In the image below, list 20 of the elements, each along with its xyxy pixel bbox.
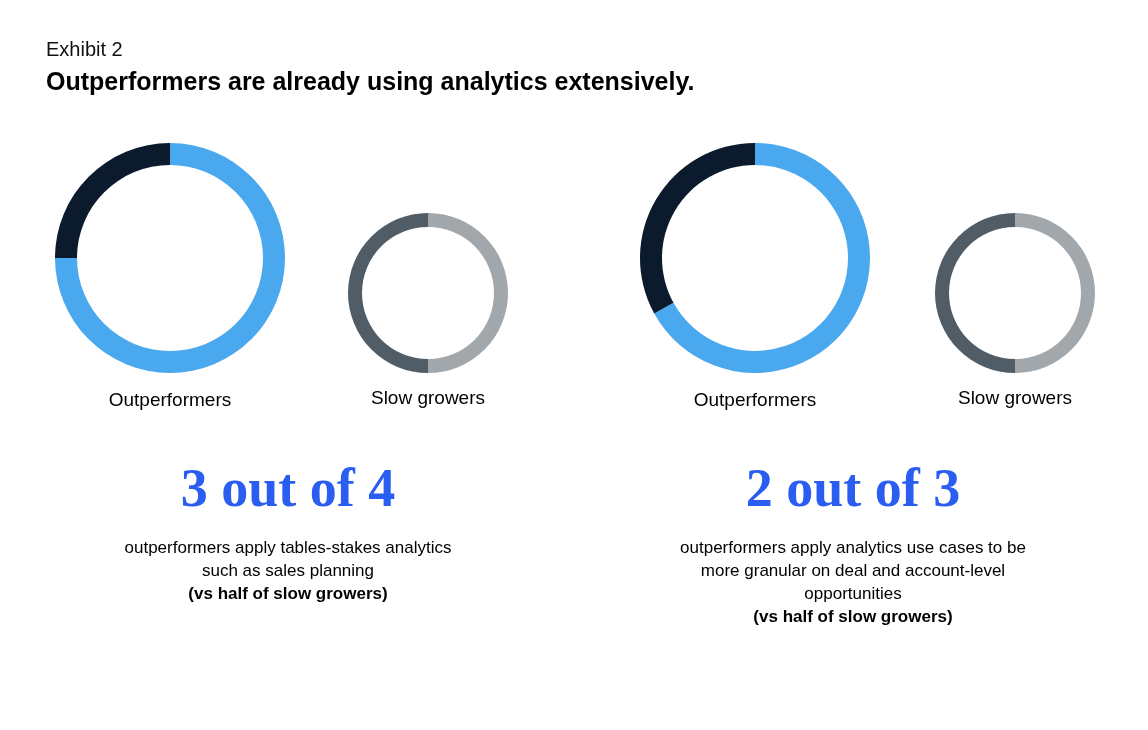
text: Outperformers [108,389,232,411]
text: Outperformers [693,389,817,411]
donut-slice [935,213,1015,373]
text: (vs half of slow growers) [187,583,389,605]
donut-slice [654,143,870,373]
donut-slice [428,213,508,373]
donut-slice [55,143,285,373]
text: Exhibit 2 [46,38,124,61]
text: Outperformers are already using analytics extensively. [46,67,695,96]
text: outperformers apply tables-stakes analytics such as sales planning [123,537,453,582]
donut-slice [640,143,755,314]
donut-slice [55,143,170,258]
donut-slice [348,213,428,373]
donut-slice [1015,213,1095,373]
text: outperformers apply analytics use cases to be more granular on deal and account-level opportunities [679,537,1027,605]
text: 2 out of 3 [744,458,962,518]
text: Slow growers [957,387,1073,409]
text: (vs half of slow growers) [752,606,954,628]
text: 3 out of 4 [179,458,397,518]
text: Slow growers [370,387,486,409]
